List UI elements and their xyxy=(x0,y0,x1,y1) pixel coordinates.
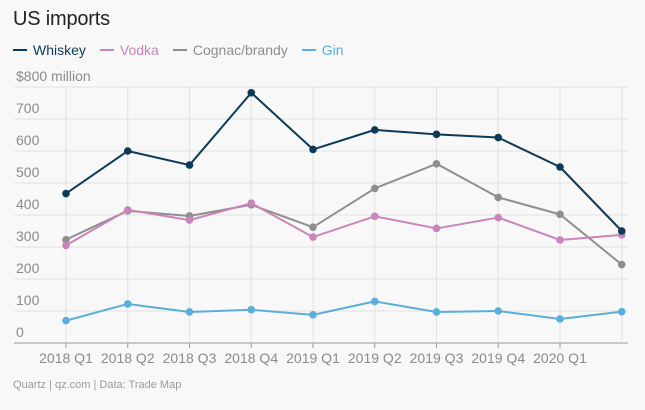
data-point-gin xyxy=(62,316,70,325)
x-tick-label: 2018 Q1 xyxy=(39,350,93,366)
y-tick-label: 200 xyxy=(16,260,40,276)
data-point-gin xyxy=(123,300,132,308)
data-point-gin xyxy=(185,308,194,316)
legend-item-whiskey: Whiskey xyxy=(13,42,86,58)
y-tick-label: 700 xyxy=(16,100,40,116)
series-line-cognac-brandy xyxy=(65,162,623,266)
data-point-whiskey xyxy=(309,145,317,154)
data-point-whiskey xyxy=(185,161,194,169)
legend: Whiskey Vodka Cognac/brandy Gin xyxy=(13,41,344,59)
data-point-gin xyxy=(247,305,256,314)
y-tick-label: $800 million xyxy=(16,68,91,84)
y-tick-label: 300 xyxy=(16,228,40,244)
data-point-vodka xyxy=(247,199,256,207)
data-point-whiskey xyxy=(617,227,626,235)
data-point-vodka xyxy=(556,236,564,244)
data-point-vodka xyxy=(309,233,317,241)
x-tick-label: 2020 Q1 xyxy=(533,350,587,366)
data-point-vodka xyxy=(123,206,132,214)
series-line-whiskey xyxy=(65,91,623,232)
legend-swatch-whiskey xyxy=(13,49,27,51)
legend-label-vodka: Vodka xyxy=(119,42,159,58)
y-tick-label: 0 xyxy=(16,324,24,340)
data-point-cognac-brandy xyxy=(309,223,317,231)
x-tick-label: 2019 Q1 xyxy=(286,350,340,366)
legend-item-gin: Gin xyxy=(301,42,344,58)
y-tick-label: 500 xyxy=(16,164,40,180)
legend-label-cognac-brandy: Cognac/brandy xyxy=(192,42,288,58)
data-point-vodka xyxy=(432,224,441,233)
series-line-vodka xyxy=(65,202,623,247)
data-point-vodka xyxy=(494,213,503,222)
data-point-whiskey xyxy=(247,88,256,97)
data-point-cognac-brandy xyxy=(556,210,564,219)
data-point-gin xyxy=(617,307,626,316)
y-tick-label: 100 xyxy=(16,292,40,308)
data-point-whiskey xyxy=(62,189,70,198)
data-point-vodka xyxy=(370,212,379,221)
legend-label-whiskey: Whiskey xyxy=(33,42,86,58)
series-line-gin xyxy=(65,300,623,322)
data-point-gin xyxy=(370,297,379,306)
grid-layer xyxy=(14,86,628,344)
source-note: Quartz | qz.com | Data: Trade Map xyxy=(13,379,182,391)
data-point-whiskey xyxy=(494,133,503,142)
data-point-gin xyxy=(556,315,564,323)
chart-title: US imports xyxy=(13,8,110,30)
legend-swatch-cognac-brandy xyxy=(172,49,187,51)
data-point-vodka xyxy=(62,241,70,250)
x-tick-label: 2018 Q3 xyxy=(163,350,217,366)
legend-item-cognac-brandy: Cognac/brandy xyxy=(172,42,288,58)
data-point-cognac-brandy xyxy=(494,193,503,202)
x-tick-label: 2019 Q3 xyxy=(410,350,464,366)
data-point-gin xyxy=(494,307,503,315)
data-point-whiskey xyxy=(556,163,564,171)
x-tick-label: 2019 Q2 xyxy=(348,350,402,366)
y-tick-label: 600 xyxy=(16,132,40,148)
legend-item-vodka: Vodka xyxy=(99,42,159,58)
data-point-vodka xyxy=(185,216,194,224)
legend-swatch-vodka xyxy=(99,49,114,51)
data-point-whiskey xyxy=(370,126,379,134)
legend-label-gin: Gin xyxy=(321,42,344,58)
data-point-cognac-brandy xyxy=(62,235,70,244)
axis-layer: 0 100 200 300 400 500 600 700 $800 million 2018 Q… xyxy=(16,68,587,366)
data-point-cognac-brandy xyxy=(432,160,441,168)
series-layer xyxy=(62,88,626,325)
x-tick-label: 2018 Q4 xyxy=(224,350,278,366)
data-point-cognac-brandy xyxy=(617,260,626,269)
data-point-gin xyxy=(309,311,317,319)
data-point-cognac-brandy xyxy=(370,184,379,193)
legend-swatch-gin xyxy=(301,49,316,51)
y-tick-label: 400 xyxy=(16,196,40,212)
x-tick-label: 2019 Q4 xyxy=(471,350,525,366)
data-point-gin xyxy=(432,308,441,316)
data-point-whiskey xyxy=(432,130,441,139)
x-tick-label: 2018 Q2 xyxy=(101,350,155,366)
data-point-whiskey xyxy=(123,147,132,155)
